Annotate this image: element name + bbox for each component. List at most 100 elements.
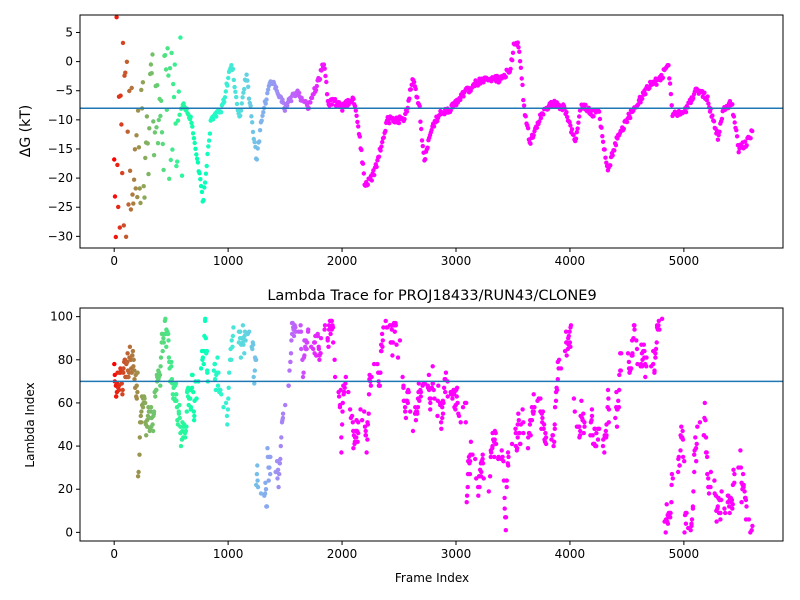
lambda-point xyxy=(268,471,273,477)
lambda-point xyxy=(644,355,649,360)
lambda-point xyxy=(567,329,572,334)
lambda-point xyxy=(358,407,363,412)
lambda-point xyxy=(213,387,218,393)
lambda-point xyxy=(440,411,446,416)
dg-point xyxy=(508,66,513,72)
dg-point xyxy=(204,163,209,169)
lambda-point xyxy=(440,405,445,410)
dg-point xyxy=(419,138,425,143)
lambda-point xyxy=(704,454,710,460)
lambda-point xyxy=(263,480,268,485)
dg-point xyxy=(241,90,246,95)
lambda-point xyxy=(597,426,602,431)
lambda-point xyxy=(579,398,584,403)
lambda-point xyxy=(541,426,546,431)
dg-point xyxy=(166,73,171,78)
lambda-point xyxy=(280,411,286,416)
lambda-x-tick-label: 5000 xyxy=(669,547,700,561)
dg-point xyxy=(402,116,407,122)
lambda-point xyxy=(340,409,345,414)
lambda-point xyxy=(525,446,531,451)
lambda-point xyxy=(405,400,410,406)
lambda-point xyxy=(513,426,518,431)
lambda-point xyxy=(613,415,618,421)
lambda-point xyxy=(719,489,724,494)
lambda-point xyxy=(166,338,171,343)
dg-point xyxy=(255,146,260,151)
lambda-point xyxy=(572,409,577,414)
lambda-point xyxy=(669,482,674,488)
dg-point xyxy=(155,83,160,88)
dg-point xyxy=(510,58,515,63)
lambda-point xyxy=(632,323,637,328)
dg-point xyxy=(120,170,125,176)
lambda-point xyxy=(675,469,681,475)
lambda-point xyxy=(481,476,486,481)
lambda-point xyxy=(390,353,395,358)
lambda-point xyxy=(543,441,549,447)
lambda-point xyxy=(692,469,697,475)
lambda-point xyxy=(252,368,257,373)
lambda-point xyxy=(473,456,478,462)
dg-point xyxy=(145,141,150,146)
dg-point xyxy=(170,147,175,152)
lambda-point xyxy=(315,333,320,339)
dg-point xyxy=(131,177,137,182)
dg-point xyxy=(222,99,227,105)
dg-point xyxy=(531,133,536,138)
lambda-point xyxy=(169,377,175,382)
lambda-point xyxy=(255,463,260,468)
dg-point xyxy=(569,127,575,132)
dg-point xyxy=(600,134,605,139)
dg-point xyxy=(146,171,151,177)
dg-point xyxy=(127,168,133,173)
dg-point xyxy=(515,40,520,45)
dg-point xyxy=(234,94,239,100)
lambda-point xyxy=(125,359,130,365)
dg-point xyxy=(458,97,463,103)
lambda-point xyxy=(413,418,419,423)
lambda-point xyxy=(371,361,377,367)
dg-point xyxy=(418,119,423,124)
lambda-point xyxy=(460,405,466,410)
dg-point xyxy=(141,184,146,189)
lambda-point xyxy=(693,446,699,451)
lambda-point xyxy=(689,517,695,522)
dg-point xyxy=(727,99,733,104)
lambda-point xyxy=(706,476,711,481)
dg-point xyxy=(640,96,645,102)
dg-point xyxy=(125,129,130,134)
lambda-point xyxy=(744,504,749,509)
lambda-point xyxy=(663,530,668,535)
lambda-point xyxy=(203,336,208,341)
lambda-x-tick-label: 4000 xyxy=(555,547,586,561)
dg-point xyxy=(431,124,437,129)
lambda-point xyxy=(158,364,163,369)
dg-point xyxy=(332,97,338,102)
dg-point xyxy=(197,171,202,176)
lambda-point xyxy=(305,340,310,345)
lambda-point xyxy=(121,366,126,371)
lambda-point xyxy=(515,446,520,451)
lambda-point xyxy=(301,370,306,375)
lambda-point xyxy=(169,359,174,365)
lambda-point xyxy=(275,476,280,481)
lambda-point xyxy=(552,426,557,431)
lambda-point xyxy=(486,489,491,494)
dg-point xyxy=(329,102,335,107)
dg-point xyxy=(461,94,466,99)
lambda-point xyxy=(705,471,710,477)
lambda-point xyxy=(299,346,304,352)
lambda-point xyxy=(402,405,408,410)
lambda-point xyxy=(350,420,355,425)
lambda-point xyxy=(712,478,717,483)
dg-point xyxy=(240,95,245,100)
lambda-point xyxy=(528,433,533,438)
lambda-point xyxy=(331,340,336,345)
lambda-point xyxy=(316,346,322,352)
dg-point xyxy=(246,84,251,90)
lambda-point xyxy=(325,338,330,343)
lambda-point xyxy=(183,428,188,434)
dg-point xyxy=(369,178,374,183)
